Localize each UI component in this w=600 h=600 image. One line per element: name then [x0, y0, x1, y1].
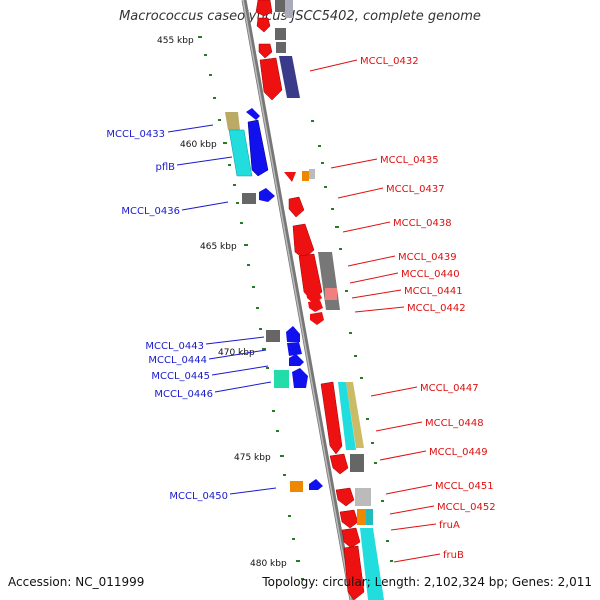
gene-box: [279, 56, 300, 98]
gene-arrow: [246, 108, 260, 120]
scale-ticks: [198, 36, 393, 580]
scale-label: 460 kbp: [180, 140, 217, 150]
gene-box: [325, 288, 337, 300]
gene-arrow: [310, 312, 324, 325]
gene-arrow: [289, 354, 304, 366]
gene-arrow: [255, 0, 273, 17]
gene-label[interactable]: MCCL_0443: [145, 341, 204, 352]
gene-box: [338, 382, 356, 450]
scale-labels: 455 kbp 460 kbp 465 kbp 470 kbp 475 kbp …: [157, 36, 287, 569]
gene-label[interactable]: MCCL_0440: [401, 269, 460, 280]
scale-label: 465 kbp: [200, 242, 237, 252]
gene-arrow: [339, 509, 359, 529]
gene-arrow: [258, 43, 273, 59]
gene-box: [242, 193, 256, 204]
gene-label[interactable]: MCCL_0446: [154, 389, 213, 400]
gene-box: [366, 509, 373, 525]
gene-arrow: [292, 223, 315, 260]
gene-box: [346, 382, 364, 448]
gene-label[interactable]: MCCL_0438: [393, 218, 452, 229]
reverse-strand-genes: [255, 0, 384, 600]
gene-label[interactable]: fruA: [439, 520, 460, 531]
gene-arrow: [292, 368, 308, 388]
gene-box: [309, 169, 315, 179]
gene-arrow: [341, 527, 361, 549]
gene-label[interactable]: fruB: [443, 550, 464, 561]
genome-summary-text: Topology: circular; Length: 2,102,324 bp…: [262, 575, 592, 589]
gene-arrow: [259, 188, 275, 202]
gene-box: [275, 0, 285, 12]
scale-label: 455 kbp: [157, 36, 194, 46]
gene-labels-forward: MCCL_0433 pflB MCCL_0436 MCCL_0443 MCCL_…: [106, 129, 228, 502]
gene-arrow: [287, 342, 302, 356]
gene-arrow: [335, 487, 355, 507]
gene-label[interactable]: MCCL_0444: [148, 355, 207, 366]
gene-label[interactable]: MCCL_0441: [404, 286, 463, 297]
gene-arrow: [256, 17, 271, 33]
gene-label[interactable]: MCCL_0433: [106, 129, 165, 140]
gene-arrow: [329, 453, 349, 475]
gene-label[interactable]: MCCL_0439: [398, 252, 457, 263]
gene-box: [355, 488, 371, 506]
gene-label[interactable]: MCCL_0445: [151, 371, 210, 382]
gene-box: [228, 129, 253, 177]
gene-arrow: [286, 326, 300, 342]
label-leader-lines: [167, 59, 441, 563]
gene-box: [276, 42, 286, 53]
gene-box: [225, 112, 240, 130]
gene-label[interactable]: MCCL_0437: [386, 184, 445, 195]
scale-label: 480 kbp: [250, 559, 287, 569]
gene-label[interactable]: MCCL_0442: [407, 303, 466, 314]
gene-label[interactable]: MCCL_0451: [435, 481, 494, 492]
gene-label[interactable]: MCCL_0450: [169, 491, 228, 502]
gene-arrow: [343, 545, 365, 600]
scale-label: 475 kbp: [234, 453, 271, 463]
gene-box: [350, 454, 364, 472]
gene-label[interactable]: pflB: [155, 162, 175, 173]
gene-arrow: [259, 57, 283, 101]
gene-label[interactable]: MCCL_0449: [429, 447, 488, 458]
gene-label[interactable]: MCCL_0452: [437, 502, 496, 513]
gene-label[interactable]: MCCL_0447: [420, 383, 479, 394]
gene-box: [285, 0, 293, 18]
scale-label: 470 kbp: [218, 348, 255, 358]
gene-box: [274, 370, 289, 388]
gene-box: [290, 481, 303, 492]
gene-box: [302, 171, 309, 181]
gene-arrow: [308, 300, 323, 312]
gene-box: [357, 509, 366, 525]
gene-arrow: [247, 119, 269, 177]
gene-label[interactable]: MCCL_0432: [360, 56, 419, 67]
gene-label[interactable]: MCCL_0435: [380, 155, 439, 166]
gene-arrow: [309, 479, 323, 490]
gene-arrow: [288, 196, 305, 218]
forward-strand-genes: [225, 108, 323, 492]
gene-box: [360, 528, 384, 600]
gene-box: [275, 28, 286, 40]
gene-label[interactable]: MCCL_0436: [121, 206, 180, 217]
accession-text: Accession: NC_011999: [8, 575, 145, 589]
genome-backbone: [241, 0, 355, 600]
map-title: Macrococcus caseolyticus JSCC5402, compl…: [119, 9, 481, 24]
gene-arrow: [320, 381, 343, 455]
gene-label[interactable]: MCCL_0448: [425, 418, 484, 429]
gene-arrow: [284, 172, 296, 182]
gene-box: [266, 330, 280, 342]
gene-box: [318, 252, 340, 310]
gene-labels-reverse: MCCL_0432 MCCL_0435 MCCL_0437 MCCL_0438 …: [360, 56, 496, 561]
